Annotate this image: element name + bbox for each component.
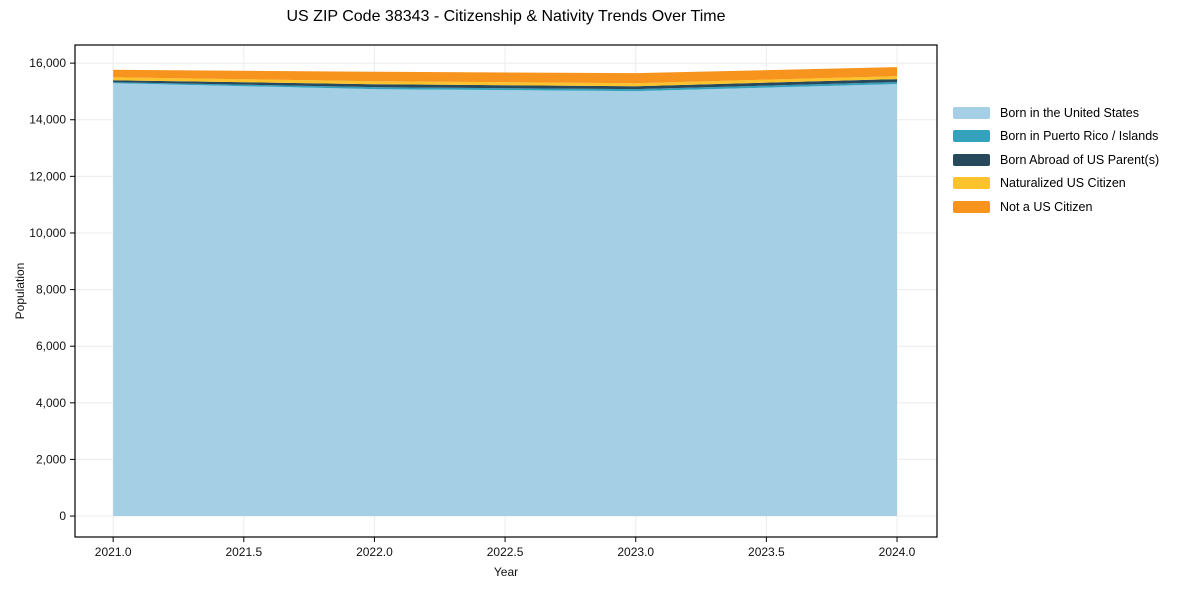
legend-item: Naturalized US Citizen bbox=[953, 172, 1159, 196]
legend-label: Naturalized US Citizen bbox=[1000, 176, 1126, 191]
y-tick-label: 10,000 bbox=[29, 226, 66, 240]
x-tick-label: 2023.5 bbox=[748, 545, 785, 559]
plot-border bbox=[74, 44, 938, 538]
legend-item: Born in the United States bbox=[953, 101, 1159, 125]
y-tick-label: 0 bbox=[59, 509, 66, 523]
legend-label: Born in the United States bbox=[1000, 105, 1139, 120]
x-tick-label: 2021.5 bbox=[225, 545, 262, 559]
legend-label: Born Abroad of US Parent(s) bbox=[1000, 152, 1160, 167]
area-series-0 bbox=[113, 83, 898, 517]
x-tick-label: 2023.0 bbox=[617, 545, 654, 559]
legend-swatch bbox=[953, 200, 990, 213]
legend-label: Not a US Citizen bbox=[1000, 199, 1093, 214]
legend-swatch bbox=[953, 153, 990, 166]
area-series-2 bbox=[113, 79, 898, 90]
x-tick-label: 2024.0 bbox=[879, 545, 916, 559]
y-tick-label: 8,000 bbox=[36, 283, 66, 297]
legend-label: Born in Puerto Rico / Islands bbox=[1000, 129, 1159, 144]
area-series-4 bbox=[113, 67, 898, 84]
y-tick-label: 16,000 bbox=[29, 56, 66, 70]
legend: Born in the United States Born in Puerto … bbox=[953, 101, 1159, 219]
y-tick-label: 4,000 bbox=[36, 396, 66, 410]
legend-item: Born in Puerto Rico / Islands bbox=[953, 125, 1159, 149]
y-tick-label: 14,000 bbox=[29, 113, 66, 127]
y-tick-label: 6,000 bbox=[36, 339, 66, 353]
area-series-3 bbox=[113, 76, 898, 87]
area-series-1 bbox=[113, 82, 898, 92]
y-tick-label: 2,000 bbox=[36, 452, 66, 466]
y-tick-label: 12,000 bbox=[29, 169, 66, 183]
y-axis-label: Population bbox=[13, 262, 27, 320]
x-tick-label: 2021.0 bbox=[95, 545, 132, 559]
legend-item: Born Abroad of US Parent(s) bbox=[953, 148, 1159, 172]
legend-swatch bbox=[953, 130, 990, 143]
x-tick-label: 2022.0 bbox=[356, 545, 393, 559]
legend-item: Not a US Citizen bbox=[953, 195, 1159, 219]
x-tick-label: 2022.5 bbox=[487, 545, 524, 559]
legend-swatch bbox=[953, 106, 990, 119]
legend-swatch bbox=[953, 177, 990, 190]
x-axis-label: Year bbox=[493, 565, 519, 579]
chart-title: US ZIP Code 38343 - Citizenship & Nativi… bbox=[286, 8, 726, 25]
